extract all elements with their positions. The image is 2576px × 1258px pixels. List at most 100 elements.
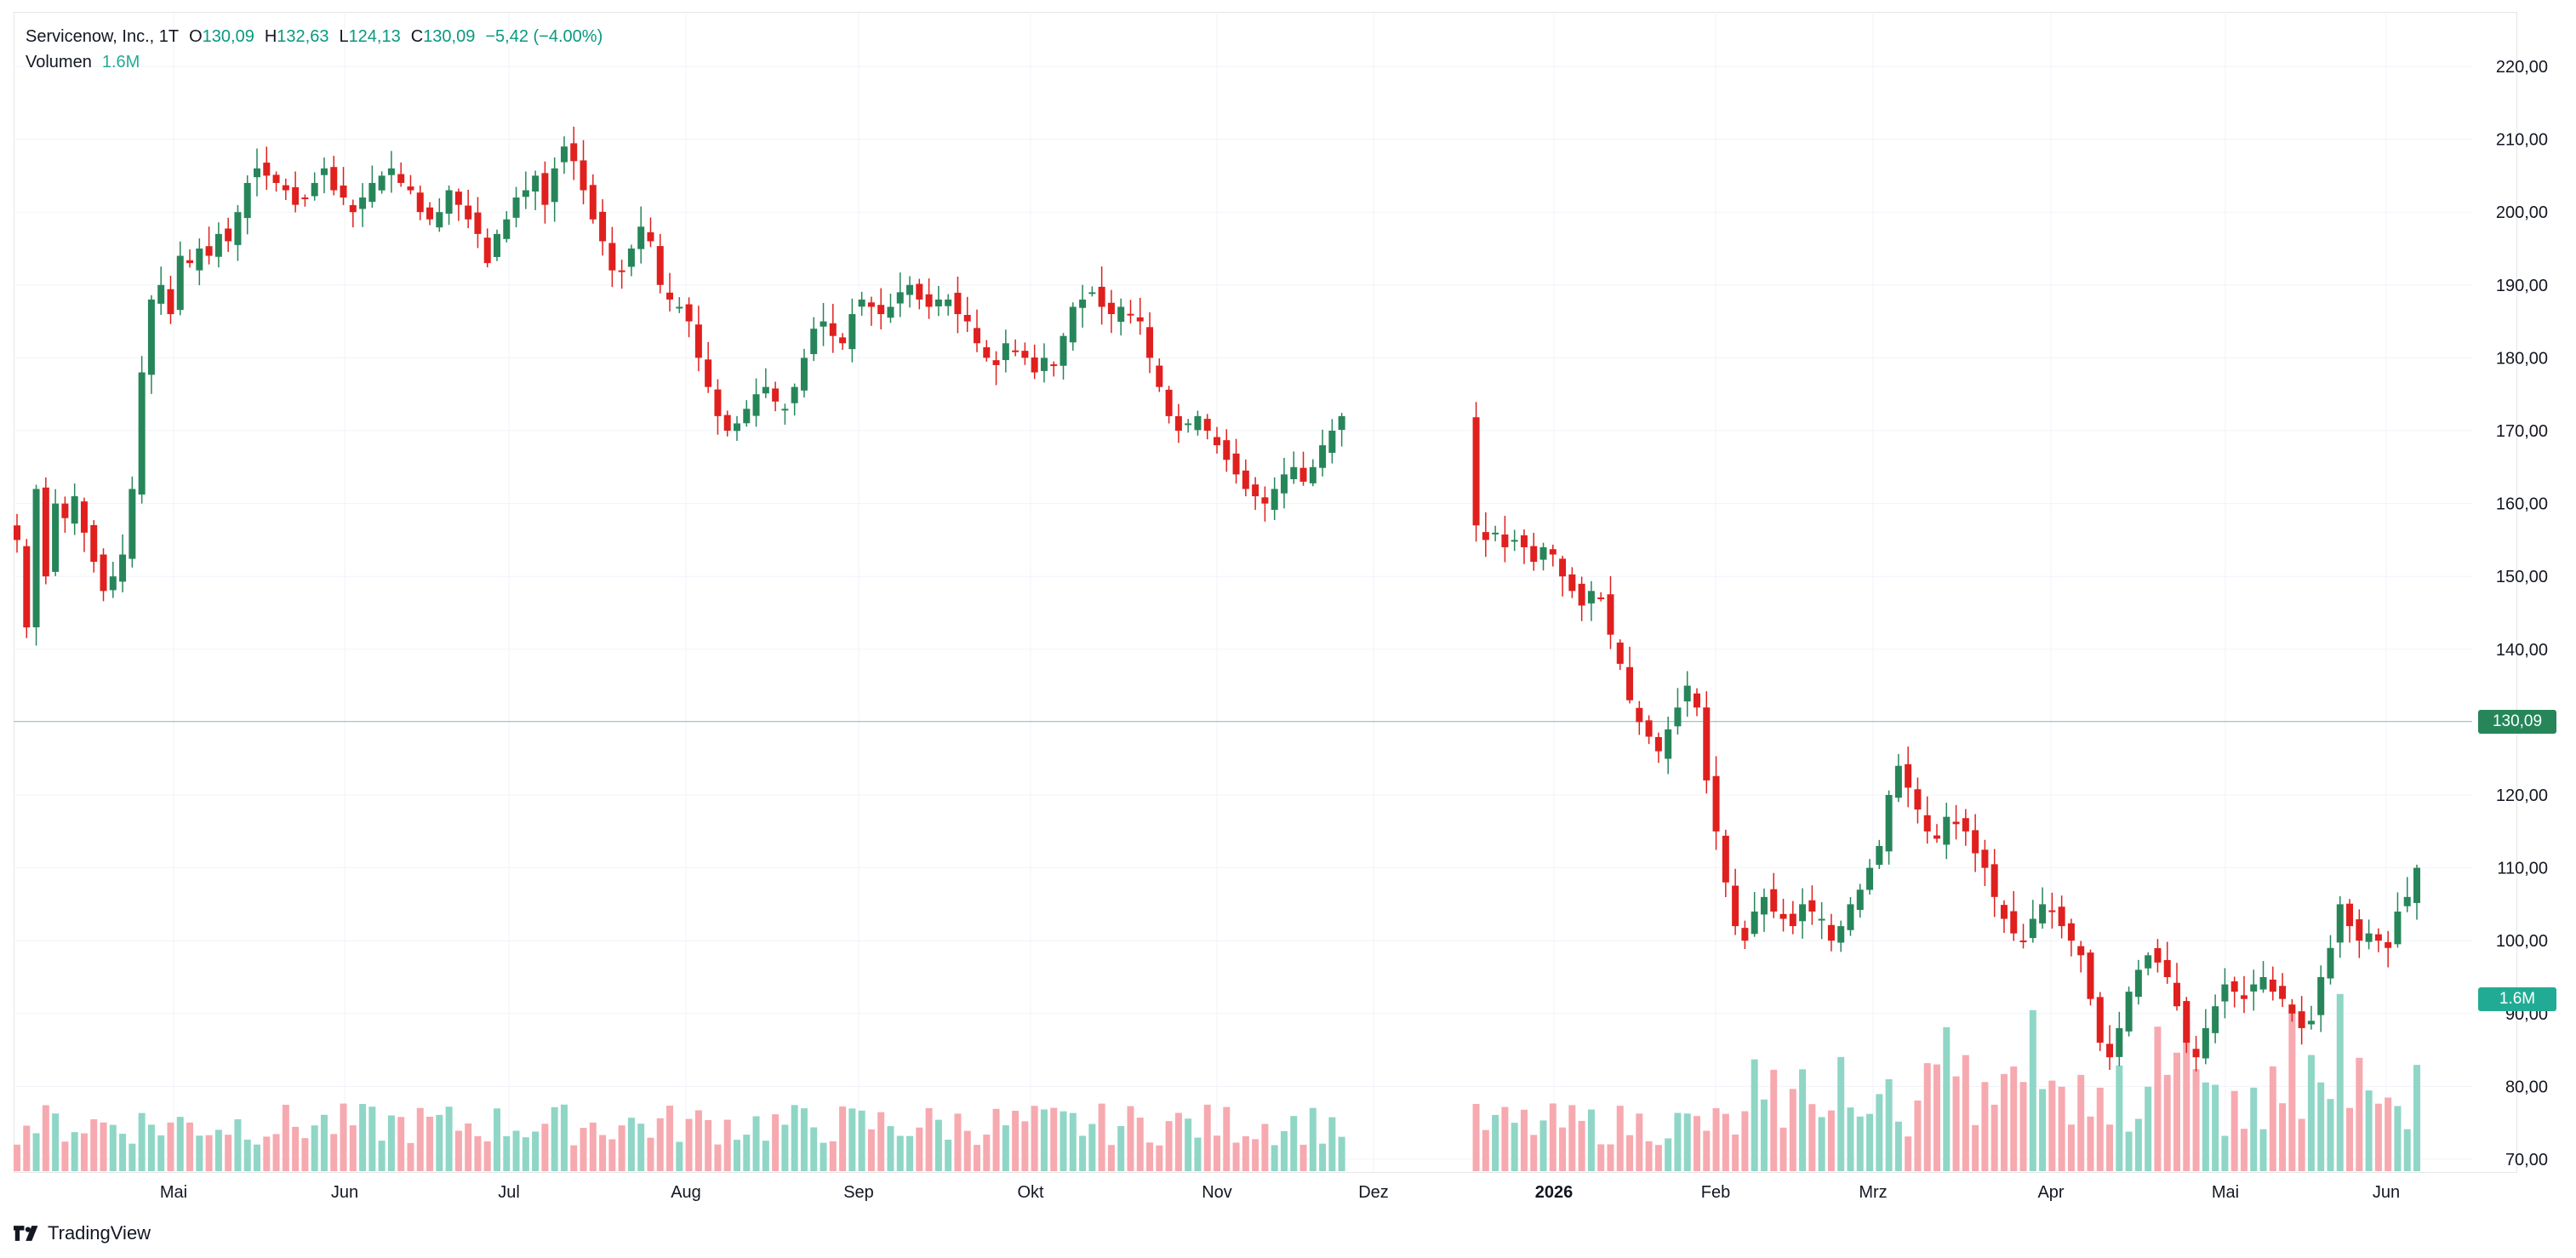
candle-body bbox=[512, 197, 520, 218]
candle-body bbox=[743, 409, 751, 424]
candle-body bbox=[214, 233, 222, 257]
volume-bar bbox=[2259, 1129, 2267, 1171]
candle-body bbox=[407, 186, 414, 191]
volume-bar bbox=[1530, 1135, 1538, 1171]
candle-body bbox=[963, 314, 971, 322]
candle-body bbox=[2403, 896, 2411, 906]
candle-body bbox=[359, 197, 367, 209]
candle-body bbox=[2307, 1021, 2315, 1025]
candle-body bbox=[580, 160, 587, 191]
volume-bar bbox=[1214, 1135, 1220, 1171]
candle-body bbox=[676, 306, 683, 309]
candle-body bbox=[1876, 845, 1883, 866]
candle-body bbox=[2212, 1006, 2219, 1033]
volume-bar bbox=[2212, 1084, 2219, 1171]
volume-bar bbox=[1539, 1120, 1547, 1171]
candle-body bbox=[1185, 423, 1192, 426]
candle-body bbox=[2154, 947, 2162, 963]
volume-bar bbox=[205, 1135, 213, 1171]
candle-body bbox=[1943, 816, 1951, 845]
candle-body bbox=[205, 246, 213, 256]
volume-bar bbox=[186, 1122, 194, 1171]
volume-bar bbox=[1683, 1113, 1691, 1171]
candle-body bbox=[1587, 591, 1595, 603]
volume-bar bbox=[1933, 1064, 1940, 1171]
candle-body bbox=[1779, 913, 1787, 919]
candle-body bbox=[109, 576, 117, 591]
candle-body bbox=[810, 329, 818, 355]
candle-body bbox=[2183, 1001, 2190, 1044]
candle-body bbox=[1520, 535, 1528, 547]
candle-body bbox=[1107, 302, 1115, 315]
volume-bar bbox=[1654, 1145, 1662, 1171]
legend-volume-label[interactable]: Volumen bbox=[26, 53, 92, 71]
candle-body bbox=[80, 501, 88, 533]
y-tick-label: 100,00 bbox=[2496, 932, 2548, 951]
candle-body bbox=[368, 182, 376, 203]
candle-body bbox=[2230, 981, 2238, 992]
y-tick-label: 120,00 bbox=[2496, 786, 2548, 805]
volume-bar bbox=[80, 1133, 88, 1171]
legend-low-key: L bbox=[339, 27, 349, 46]
candle-body bbox=[1837, 926, 1845, 943]
volume-bar bbox=[1261, 1124, 1269, 1171]
candle-body bbox=[1674, 707, 1682, 727]
volume-bar bbox=[743, 1135, 751, 1171]
candle-body bbox=[1789, 913, 1796, 927]
volume-bar bbox=[311, 1125, 318, 1171]
volume-bar bbox=[2374, 1103, 2382, 1171]
volume-bar bbox=[1501, 1106, 1509, 1171]
volume-bar bbox=[387, 1115, 395, 1171]
candle-body bbox=[2019, 940, 2027, 942]
candle-body bbox=[282, 185, 289, 191]
candle-body bbox=[167, 289, 174, 315]
candle-body bbox=[2394, 911, 2402, 945]
volume-bar bbox=[1722, 1113, 1729, 1171]
legend-symbol[interactable]: Servicenow, Inc., 1T bbox=[26, 27, 180, 46]
volume-bar bbox=[282, 1104, 289, 1171]
candle-body bbox=[1914, 789, 1922, 810]
volume-bar bbox=[1156, 1145, 1163, 1171]
volume-bar bbox=[1185, 1118, 1192, 1171]
volume-bar bbox=[1645, 1141, 1653, 1171]
candle-body bbox=[119, 554, 127, 582]
candle-body bbox=[1328, 431, 1336, 453]
candle-body bbox=[945, 299, 952, 306]
candle-body bbox=[1040, 357, 1048, 371]
candle-body bbox=[2125, 992, 2133, 1032]
candle-body bbox=[2010, 911, 2018, 934]
volume-bar bbox=[608, 1139, 616, 1171]
candle-body bbox=[1741, 928, 1749, 941]
candle-body bbox=[1665, 729, 1672, 759]
candle-body bbox=[1751, 911, 1758, 935]
candle-body bbox=[532, 175, 540, 192]
volume-bar bbox=[1050, 1107, 1058, 1171]
volume-bar bbox=[14, 1144, 20, 1171]
tradingview-logo-icon bbox=[14, 1226, 38, 1241]
candle-body bbox=[618, 270, 625, 272]
candle-body bbox=[1905, 763, 1912, 788]
volume-bar bbox=[820, 1142, 827, 1171]
y-tick-label: 170,00 bbox=[2496, 422, 2548, 441]
candle-body bbox=[599, 211, 607, 242]
candle-body bbox=[272, 174, 280, 183]
volume-bar bbox=[1703, 1130, 1711, 1171]
candle-body bbox=[772, 388, 780, 402]
volume-bar bbox=[532, 1131, 540, 1171]
candle-body bbox=[608, 243, 616, 271]
volume-bar bbox=[1578, 1120, 1585, 1171]
candle-body bbox=[32, 489, 40, 627]
volume-bar bbox=[522, 1137, 529, 1171]
volume-bar bbox=[2269, 1066, 2276, 1171]
legend-close-value: 130,09 bbox=[423, 27, 476, 46]
legend-volume-value: 1.6M bbox=[101, 53, 140, 71]
x-tick-label: Feb bbox=[1701, 1183, 1730, 1202]
volume-bar bbox=[2029, 1009, 2036, 1171]
candle-body bbox=[483, 237, 491, 264]
volume-bar bbox=[1962, 1055, 1969, 1171]
volume-bar bbox=[848, 1108, 856, 1171]
candle-body bbox=[186, 260, 194, 264]
tradingview-logo[interactable]: TradingView bbox=[14, 1222, 151, 1244]
x-tick-label: 2026 bbox=[1535, 1183, 1574, 1202]
